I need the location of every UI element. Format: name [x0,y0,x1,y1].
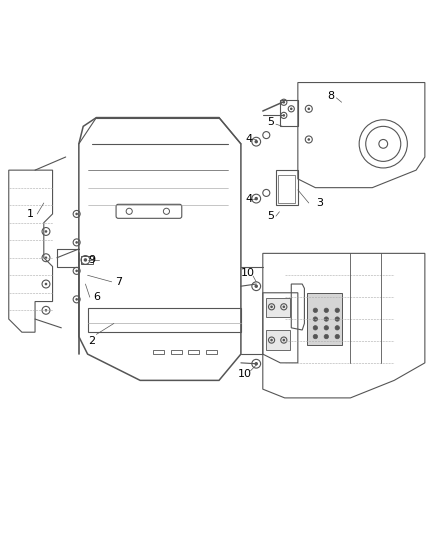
Bar [171,350,182,354]
Circle shape [270,305,273,308]
Circle shape [335,317,339,321]
Circle shape [335,334,339,339]
Circle shape [84,258,87,262]
Circle shape [324,334,328,339]
Circle shape [75,213,78,215]
Circle shape [254,140,258,143]
Circle shape [290,108,293,110]
Bar [266,330,290,350]
Circle shape [324,317,328,321]
Circle shape [324,308,328,312]
Circle shape [335,326,339,330]
Bar [81,255,93,264]
Circle shape [45,256,47,259]
Circle shape [283,305,285,308]
Bar [307,293,342,345]
Text: 4: 4 [245,193,252,204]
Text: 4: 4 [245,134,252,144]
Text: 6: 6 [93,292,100,302]
Circle shape [75,298,78,301]
Bar [88,308,241,332]
Text: 5: 5 [267,117,274,127]
Circle shape [75,270,78,272]
Circle shape [313,326,318,330]
Text: 5: 5 [267,211,274,221]
Circle shape [75,241,78,244]
Circle shape [254,285,258,288]
Bar [278,174,295,203]
Circle shape [254,197,258,200]
Circle shape [324,326,328,330]
Bar [206,350,217,354]
Circle shape [283,114,285,117]
FancyBboxPatch shape [116,204,182,219]
Circle shape [307,108,310,110]
Circle shape [313,317,318,321]
Text: 8: 8 [327,91,334,101]
Circle shape [283,339,285,342]
Text: 3: 3 [316,198,323,208]
Circle shape [45,282,47,285]
Text: 2: 2 [88,336,95,346]
Circle shape [307,138,310,141]
Text: 7: 7 [115,277,122,287]
Circle shape [313,308,318,312]
Bar [153,350,164,354]
Text: 1: 1 [27,209,34,219]
Circle shape [270,339,273,342]
Circle shape [254,362,258,366]
Text: 9: 9 [88,255,95,265]
Bar [266,297,290,317]
Text: 10: 10 [240,268,254,278]
Circle shape [45,230,47,233]
Text: 10: 10 [238,369,252,379]
Circle shape [283,101,285,103]
Circle shape [335,308,339,312]
Bar [188,350,199,354]
Circle shape [45,309,47,312]
Circle shape [313,334,318,339]
